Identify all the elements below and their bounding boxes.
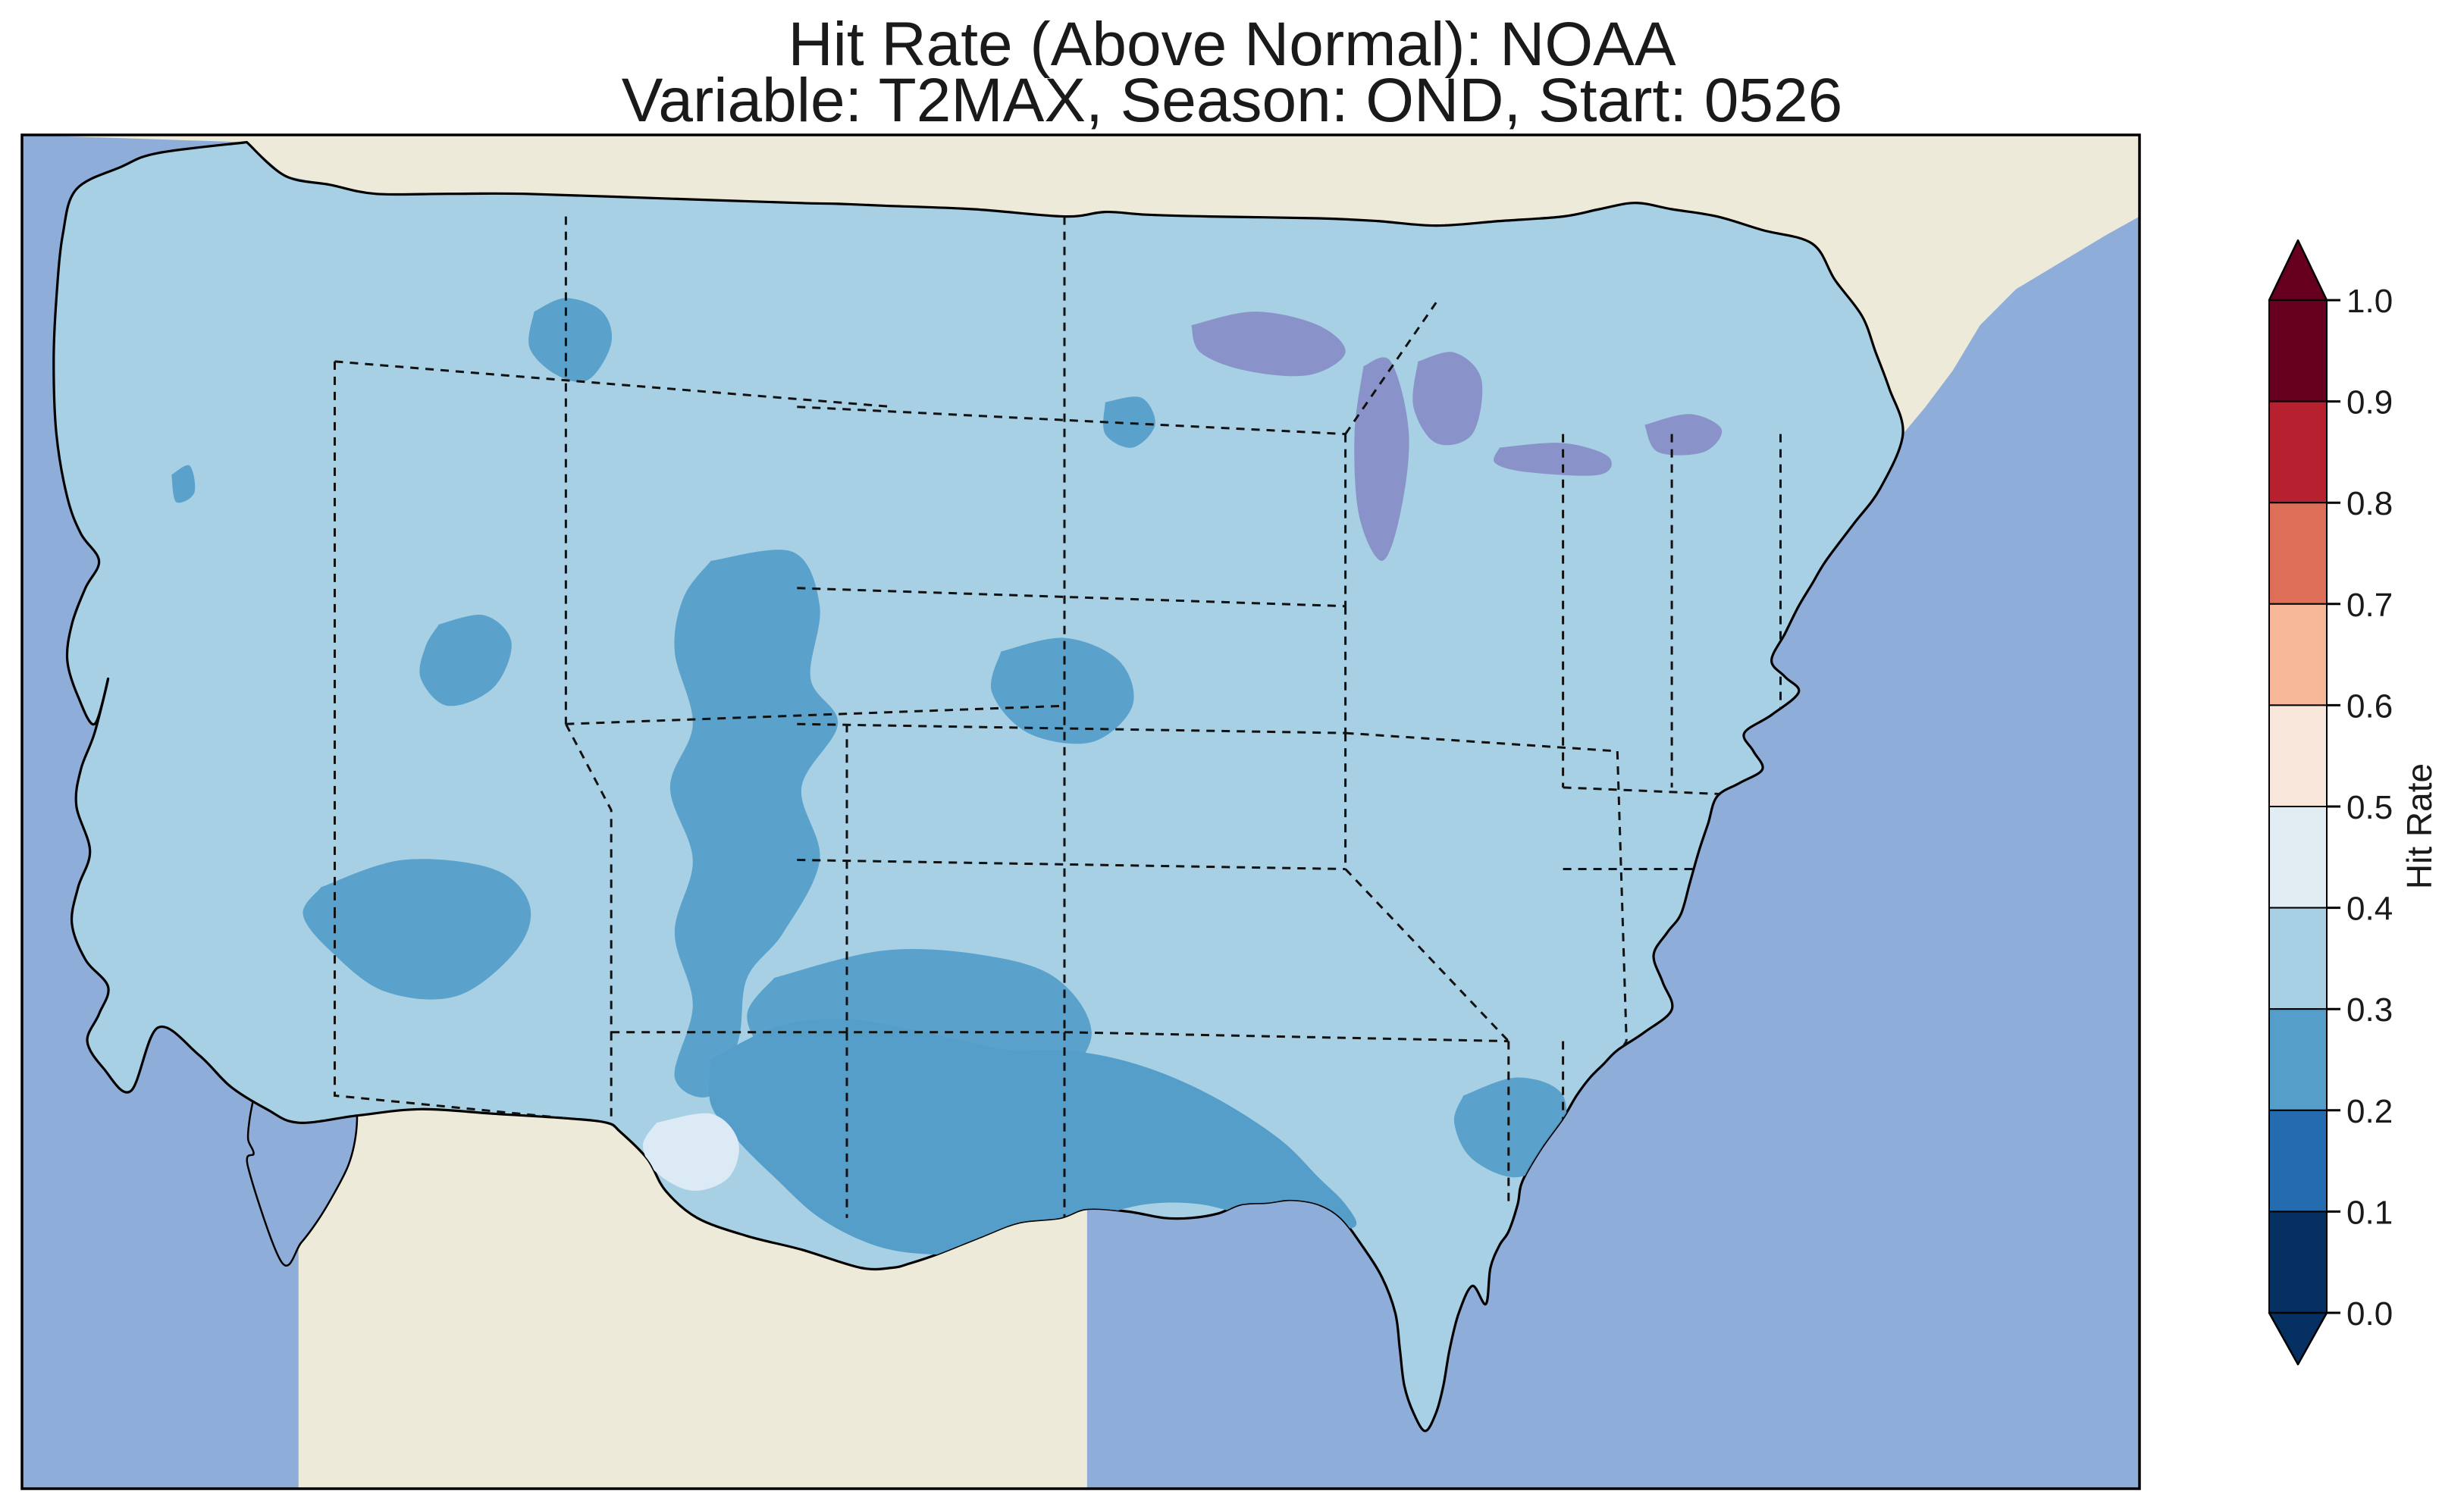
svg-text:0.6: 0.6: [2346, 687, 2393, 725]
svg-text:1.0: 1.0: [2346, 283, 2393, 320]
svg-text:Hit Rate: Hit Rate: [2400, 763, 2439, 889]
svg-text:0.5: 0.5: [2346, 789, 2393, 826]
svg-text:0.8: 0.8: [2346, 485, 2393, 522]
svg-text:0.3: 0.3: [2346, 991, 2393, 1029]
svg-text:0.0: 0.0: [2346, 1295, 2393, 1333]
svg-text:0.1: 0.1: [2346, 1194, 2393, 1231]
svg-text:0.2: 0.2: [2346, 1093, 2393, 1130]
svg-text:0.9: 0.9: [2346, 384, 2393, 421]
svg-text:0.4: 0.4: [2346, 891, 2393, 928]
svg-text:0.7: 0.7: [2346, 587, 2393, 624]
